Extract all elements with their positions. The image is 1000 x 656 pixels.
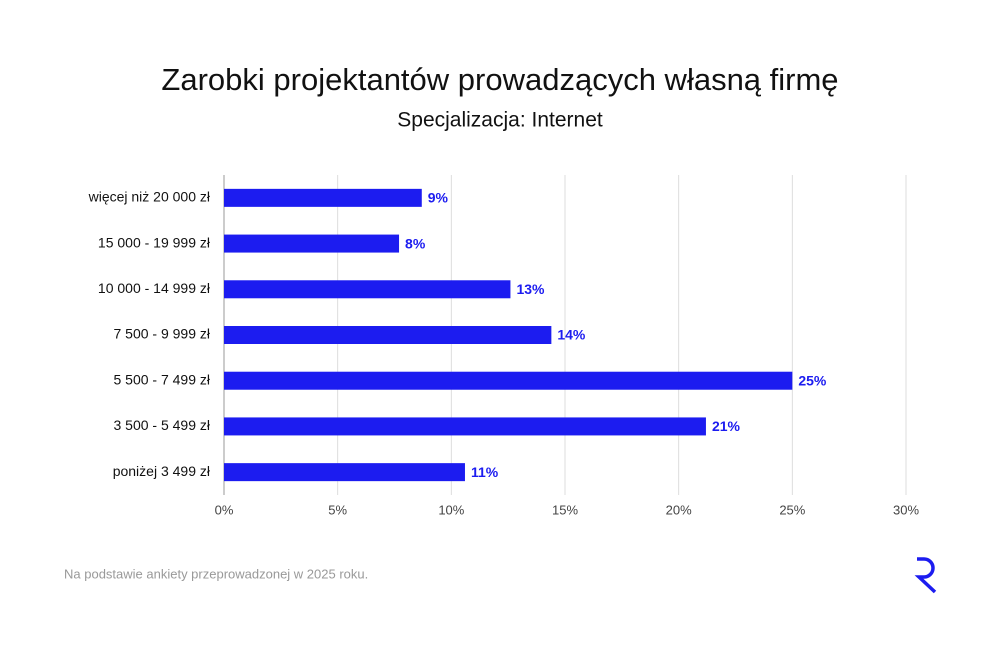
value-label: 21% [712, 418, 741, 434]
y-tick-label: więcej niż 20 000 zł [88, 189, 211, 205]
footnote: Na podstawie ankiety przeprowadzonej w 2… [64, 566, 368, 581]
y-tick-label: 3 500 - 5 499 zł [113, 417, 210, 433]
value-label: 8% [405, 235, 426, 251]
value-label: 13% [516, 281, 545, 297]
bar [224, 280, 511, 299]
x-tick-label: 30% [893, 502, 919, 517]
value-label: 9% [428, 190, 449, 206]
bar [224, 188, 422, 207]
bar [224, 417, 706, 436]
y-tick-label: poniżej 3 499 zł [113, 463, 211, 479]
y-tick-label: 7 500 - 9 999 zł [113, 326, 210, 342]
x-tick-label: 20% [666, 502, 692, 517]
bar [224, 463, 465, 482]
bar [224, 371, 793, 390]
bar [224, 326, 552, 344]
bar [224, 234, 400, 253]
x-tick-label: 25% [779, 502, 805, 517]
value-label: 11% [471, 464, 499, 480]
logo [914, 557, 937, 594]
chart-subtitle: Specjalizacja: Internet [397, 109, 603, 132]
y-tick-label: 10 000 - 14 999 zł [98, 280, 211, 296]
value-label: 25% [798, 372, 827, 388]
value-label: 14% [557, 327, 586, 343]
y-tick-label: 5 500 - 7 499 zł [113, 371, 210, 387]
x-tick-label: 15% [552, 502, 578, 517]
chart-title: Zarobki projektantów prowadzących własną… [161, 62, 838, 97]
x-tick-label: 0% [215, 502, 234, 517]
x-tick-label: 10% [438, 502, 464, 517]
x-tick-label: 5% [328, 502, 347, 517]
y-tick-label: 15 000 - 19 999 zł [98, 234, 211, 250]
